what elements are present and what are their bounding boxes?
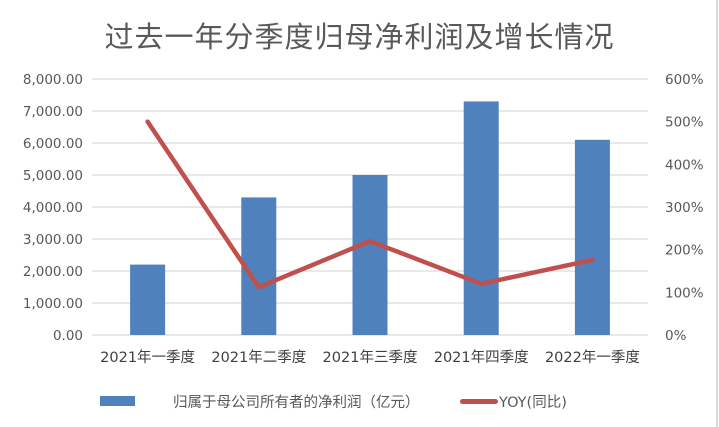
bar xyxy=(463,101,499,336)
left-axis-tick-label: 0.00 xyxy=(53,328,83,344)
left-axis-tick-label: 8,000.00 xyxy=(23,72,83,88)
category-label: 2021年四季度 xyxy=(434,349,529,366)
legend-item-yoy: YOY(同比) xyxy=(460,390,567,412)
category-label: 2021年二季度 xyxy=(211,349,306,366)
bar xyxy=(574,139,610,335)
right-axis-tick-label: 0% xyxy=(665,328,687,344)
legend-item-net-profit: 归属于母公司所有者的净利润（亿元） xyxy=(100,390,420,412)
left-axis-tick-label: 5,000.00 xyxy=(23,168,83,184)
bar xyxy=(130,264,166,335)
category-label: 2021年一季度 xyxy=(100,349,195,366)
bar-series xyxy=(130,101,610,336)
right-axis-tick-label: 100% xyxy=(665,285,704,301)
left-axis-tick-label: 1,000.00 xyxy=(23,296,83,312)
right-axis-tick-label: 200% xyxy=(665,243,704,259)
legend-label-yoy: YOY(同比) xyxy=(499,394,567,411)
right-axis-ticks: 0% 100% 200% 300% 400% 500% 600% xyxy=(665,72,704,344)
category-label: 2021年三季度 xyxy=(323,349,418,366)
right-axis-tick-label: 400% xyxy=(665,157,704,173)
chart-title: 过去一年分季度归母净利润及增长情况 xyxy=(104,20,615,54)
left-axis-tick-label: 6,000.00 xyxy=(23,136,83,152)
yoy-line xyxy=(145,119,595,290)
left-axis-tick-label: 3,000.00 xyxy=(23,232,83,248)
legend-label-net-profit: 归属于母公司所有者的净利润（亿元） xyxy=(173,394,420,411)
left-axis-tick-label: 7,000.00 xyxy=(23,104,83,120)
bar xyxy=(352,175,388,335)
category-label: 2022年一季度 xyxy=(545,349,640,366)
left-axis-tick-label: 4,000.00 xyxy=(23,200,83,216)
line-legend-swatch xyxy=(460,398,498,404)
right-axis-tick-label: 300% xyxy=(665,200,704,216)
left-axis-ticks: 0.00 1,000.00 2,000.00 3,000.00 4,000.00 5,00… xyxy=(23,72,83,344)
left-axis-tick-label: 2,000.00 xyxy=(23,264,83,280)
category-axis-labels: 2021年一季度 2021年二季度 2021年三季度 2021年四季度 2022年一季度 xyxy=(100,349,640,366)
line-series xyxy=(145,119,595,290)
bar-legend-swatch xyxy=(100,396,135,406)
right-axis-tick-label: 600% xyxy=(665,72,704,88)
right-axis-tick-label: 500% xyxy=(665,115,704,131)
